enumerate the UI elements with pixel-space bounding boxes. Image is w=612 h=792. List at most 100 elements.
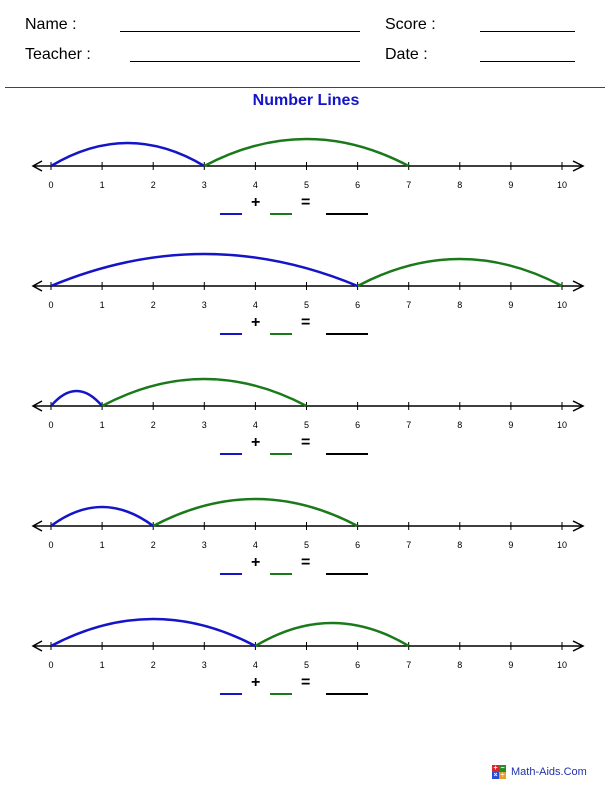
- tick-label: 0: [48, 300, 53, 310]
- first-addend-blank[interactable]: [220, 693, 242, 695]
- first-addend-blank[interactable]: [220, 453, 242, 455]
- number-line-problem: 0 1 2 3 4 5 6 7 8 9 10 + =: [0, 478, 612, 590]
- equation-row: + =: [0, 314, 612, 336]
- sum-answer-blank[interactable]: [326, 573, 368, 575]
- tick-label: 2: [151, 540, 156, 550]
- tick-label: 3: [202, 300, 207, 310]
- equation-row: + =: [0, 554, 612, 576]
- tick-label: 10: [557, 300, 567, 310]
- second-hop-arc: [101, 377, 308, 408]
- plus-sign: +: [251, 194, 261, 211]
- plus-sign: +: [251, 314, 261, 331]
- tick-label: 9: [508, 540, 513, 550]
- equals-sign: =: [301, 194, 311, 211]
- tick-label: 4: [253, 660, 258, 670]
- date-field-line[interactable]: [480, 61, 575, 62]
- number-line-chart: 0 1 2 3 4 5 6 7 8 9 10: [31, 617, 585, 670]
- header-date-label: Date :: [385, 46, 428, 63]
- equation-row: + =: [0, 434, 612, 456]
- tick-label: 1: [100, 660, 105, 670]
- tick-label: 2: [151, 660, 156, 670]
- tick-label: 4: [253, 180, 258, 190]
- left-arrow-icon: [31, 160, 43, 172]
- first-addend-blank[interactable]: [220, 573, 242, 575]
- first-addend-blank[interactable]: [220, 333, 242, 335]
- tick-label: 7: [406, 180, 411, 190]
- number-line-chart: 0 1 2 3 4 5 6 7 8 9 10: [31, 377, 585, 430]
- footer-text: Math-Aids.Com: [511, 766, 587, 778]
- number-line-problem: 0 1 2 3 4 5 6 7 8 9 10 + =: [0, 358, 612, 470]
- first-hop-arc: [50, 141, 205, 168]
- tick-label: 9: [508, 420, 513, 430]
- tick-label: 2: [151, 420, 156, 430]
- tick-label: 7: [406, 540, 411, 550]
- tick-label: 8: [457, 660, 462, 670]
- left-arrow-icon: [31, 640, 43, 652]
- name-field-line[interactable]: [120, 31, 360, 32]
- tick-label: 3: [202, 540, 207, 550]
- second-addend-blank[interactable]: [270, 693, 292, 695]
- tick-label: 7: [406, 300, 411, 310]
- plus-sign: +: [251, 674, 261, 691]
- header-score-label: Score :: [385, 16, 436, 33]
- equals-sign: =: [301, 674, 311, 691]
- tick-label: 1: [100, 540, 105, 550]
- tick-label: 10: [557, 420, 567, 430]
- sum-answer-blank[interactable]: [326, 213, 368, 215]
- header-teacher-label: Teacher :: [25, 46, 91, 63]
- tick-label: 1: [100, 420, 105, 430]
- number-line-chart: 0 1 2 3 4 5 6 7 8 9 10: [31, 497, 585, 550]
- score-field-line[interactable]: [480, 31, 575, 32]
- math-aids-logo-icon: + − × ÷: [492, 765, 506, 779]
- plus-sign: +: [251, 554, 261, 571]
- first-hop-arc: [50, 252, 359, 288]
- sum-answer-blank[interactable]: [326, 453, 368, 455]
- header-name-label: Name :: [25, 16, 77, 33]
- first-addend-blank[interactable]: [220, 213, 242, 215]
- second-addend-blank[interactable]: [270, 333, 292, 335]
- plus-sign: +: [251, 434, 261, 451]
- equals-sign: =: [301, 314, 311, 331]
- tick-label: 10: [557, 660, 567, 670]
- tick-label: 0: [48, 180, 53, 190]
- tick-label: 10: [557, 180, 567, 190]
- tick-label: 8: [457, 300, 462, 310]
- right-arrow-icon: [572, 280, 585, 292]
- logo-minus: −: [499, 765, 506, 772]
- second-hop-arc: [203, 137, 410, 168]
- tick-label: 6: [355, 180, 360, 190]
- tick-label: 4: [253, 300, 258, 310]
- tick-label: 7: [406, 420, 411, 430]
- number-line-problem: 0 1 2 3 4 5 6 7 8 9 10 + =: [0, 118, 612, 230]
- sum-answer-blank[interactable]: [326, 693, 368, 695]
- second-addend-blank[interactable]: [270, 573, 292, 575]
- number-line-problem: 0 1 2 3 4 5 6 7 8 9 10 + =: [0, 598, 612, 710]
- left-arrow-icon: [31, 400, 43, 412]
- tick-label: 3: [202, 180, 207, 190]
- header-divider: [5, 87, 605, 88]
- tick-label: 5: [304, 180, 309, 190]
- second-addend-blank[interactable]: [270, 213, 292, 215]
- tick-label: 3: [202, 420, 207, 430]
- sum-answer-blank[interactable]: [326, 333, 368, 335]
- tick-label: 5: [304, 420, 309, 430]
- right-arrow-icon: [572, 400, 585, 412]
- second-hop-arc: [357, 257, 563, 288]
- right-arrow-icon: [572, 640, 585, 652]
- equation-row: + =: [0, 194, 612, 216]
- tick-label: 2: [151, 300, 156, 310]
- number-line-problem: 0 1 2 3 4 5 6 7 8 9 10 + =: [0, 238, 612, 350]
- tick-label: 10: [557, 540, 567, 550]
- teacher-field-line[interactable]: [130, 61, 360, 62]
- second-hop-arc: [254, 621, 410, 648]
- logo-times: ×: [492, 772, 499, 779]
- equals-sign: =: [301, 554, 311, 571]
- first-hop-arc: [50, 505, 154, 528]
- tick-label: 7: [406, 660, 411, 670]
- right-arrow-icon: [572, 160, 585, 172]
- tick-label: 8: [457, 180, 462, 190]
- logo-plus: +: [492, 765, 499, 772]
- second-addend-blank[interactable]: [270, 453, 292, 455]
- tick-label: 2: [151, 180, 156, 190]
- equation-row: + =: [0, 674, 612, 696]
